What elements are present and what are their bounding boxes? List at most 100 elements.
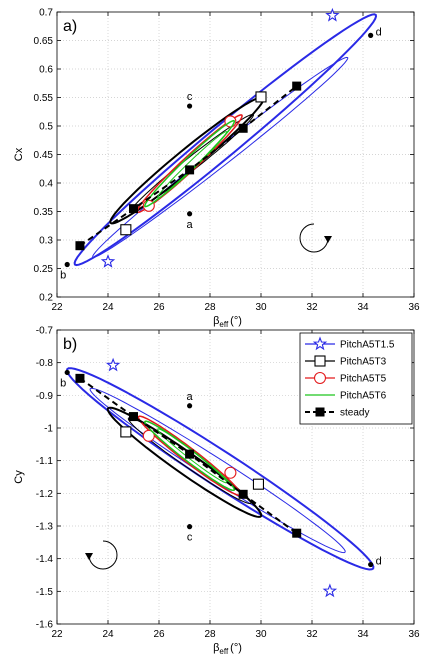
- x-tick-label: 36: [408, 302, 420, 313]
- hysteresis-loop: [92, 56, 349, 258]
- point-d: [368, 561, 374, 568]
- x-tick-label: 28: [204, 302, 216, 313]
- series-PitchA5T5: [137, 415, 242, 497]
- y-axis-label: Cx: [13, 147, 25, 161]
- y-tick-label: -1.1: [36, 456, 54, 467]
- rotation-arrowhead: [85, 553, 93, 560]
- point-c: [187, 524, 193, 530]
- legend-label: PitchA5T3: [340, 357, 387, 368]
- x-tick-label: 30: [255, 629, 267, 640]
- loop-marker: [142, 429, 155, 442]
- x-axis-label-main: β: [213, 642, 219, 654]
- series-steady: [75, 373, 302, 538]
- y-tick-label: 0.65: [34, 36, 54, 47]
- x-tick-label: 28: [204, 629, 216, 640]
- steady-point: [238, 489, 248, 499]
- point-a: [187, 403, 193, 409]
- x-axis-label-unit: (°): [230, 642, 242, 654]
- hysteresis-loop: [157, 131, 228, 199]
- rotation-arrowhead: [324, 236, 332, 243]
- x-tick-label: 22: [51, 629, 63, 640]
- panel-label: a): [63, 18, 77, 35]
- x-axis-label-unit: (°): [230, 315, 242, 327]
- y-tick-label: -1.6: [36, 620, 54, 631]
- x-axis-label: βeff (°): [213, 642, 242, 656]
- point-c: [187, 103, 193, 109]
- point-label-b: b: [60, 377, 66, 389]
- x-tick-label: 24: [102, 629, 114, 640]
- x-tick-label: 32: [306, 629, 318, 640]
- legend-label: PitchA5T1.5: [340, 340, 395, 351]
- x-tick-label: 34: [357, 629, 369, 640]
- point-label-c: c: [187, 532, 193, 544]
- y-tick-label: -1.4: [36, 554, 54, 565]
- legend: PitchA5T1.5 PitchA5T3 PitchA5T5 PitchA5T6 st…: [299, 332, 413, 425]
- loop-marker: [224, 466, 237, 479]
- hysteresis-loop: [157, 428, 228, 484]
- loop-marker: [120, 426, 132, 438]
- loop-marker: [325, 7, 340, 22]
- loop-marker: [100, 254, 116, 268]
- steady-point: [129, 204, 138, 214]
- series-PitchA5T1.5: [73, 7, 378, 268]
- y-tick-label: 0.7: [39, 8, 53, 19]
- y-tick-label: 0.5: [39, 122, 53, 133]
- x-axis-label-sub: eff: [219, 647, 229, 656]
- y-tick-label: 0.45: [34, 150, 54, 161]
- point-a: [187, 211, 193, 217]
- y-tick-label: -1.3: [36, 522, 54, 533]
- legend-marker: [315, 407, 325, 417]
- y-tick-label: 0.35: [34, 207, 54, 218]
- y-tick-label: 0.2: [39, 293, 53, 304]
- legend-label: PitchA5T5: [340, 374, 387, 385]
- steady-point: [185, 449, 195, 459]
- steady-point: [129, 412, 138, 422]
- x-tick-label: 36: [408, 629, 420, 640]
- steady-point: [75, 241, 85, 251]
- y-tick-label: -1.2: [36, 489, 54, 500]
- legend-marker: [313, 371, 327, 385]
- rotation-arrow: [88, 540, 118, 570]
- point-label-b: b: [60, 270, 66, 282]
- x-axis-label: βeff (°): [213, 315, 242, 329]
- loop-marker: [322, 583, 338, 598]
- series-PitchA5T6: [144, 420, 236, 492]
- point-label-a: a: [187, 391, 194, 403]
- x-tick-label: 24: [102, 302, 114, 313]
- panel-label: b): [63, 336, 77, 353]
- steady-point: [75, 373, 85, 383]
- y-tick-label: 0.55: [34, 93, 54, 104]
- point-b: [64, 369, 70, 376]
- loop-marker: [252, 478, 264, 490]
- y-tick-label: -1.5: [36, 587, 54, 598]
- steady-point: [238, 123, 248, 133]
- y-tick-label: -1: [44, 424, 53, 435]
- x-tick-label: 32: [306, 302, 318, 313]
- y-tick-label: -0.7: [36, 326, 54, 337]
- legend-label: steady: [340, 408, 369, 419]
- steady-point: [185, 165, 195, 175]
- hysteresis-loop: [137, 415, 242, 497]
- legend-label: PitchA5T6: [340, 391, 387, 402]
- loop-marker: [105, 357, 121, 372]
- series-PitchA5T6: [144, 119, 236, 208]
- x-tick-label: 34: [357, 302, 369, 313]
- hysteresis-loop: [65, 367, 375, 571]
- loop-marker: [255, 91, 267, 103]
- y-tick-label: 0.25: [34, 264, 54, 275]
- y-axis-label: Cy: [13, 470, 25, 484]
- y-tick-label: 0.6: [39, 65, 53, 76]
- point-d: [368, 32, 374, 38]
- x-tick-label: 26: [153, 302, 165, 313]
- hysteresis-loop: [73, 13, 378, 267]
- point-label-c: c: [187, 91, 193, 103]
- y-tick-label: 0.3: [39, 236, 53, 247]
- x-tick-label: 22: [51, 302, 63, 313]
- steady-point: [292, 528, 302, 538]
- loop-marker: [120, 224, 132, 236]
- y-tick-label: -0.9: [36, 391, 54, 402]
- series-steady: [75, 81, 302, 251]
- point-label-a: a: [187, 219, 194, 231]
- x-axis-label-main: β: [213, 315, 219, 327]
- y-tick-label: 0.4: [39, 179, 53, 190]
